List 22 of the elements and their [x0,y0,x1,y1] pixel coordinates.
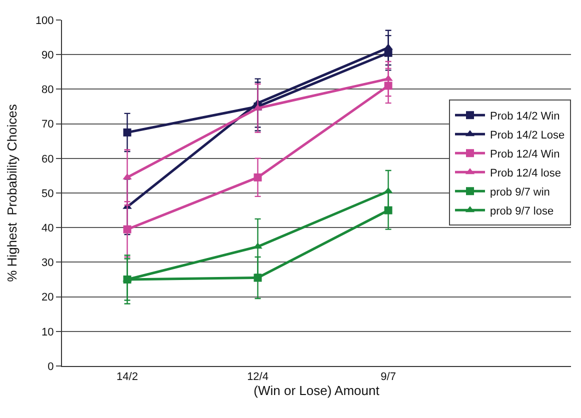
y-tick-label: 70 [42,118,54,131]
y-tick-label: 20 [42,292,54,304]
legend-label: prob 9/7 lose [490,205,554,218]
x-axis-title: (Win or Lose) Amount [254,383,380,398]
y-tick-label: 100 [35,14,54,27]
x-tick-label: 9/7 [380,371,396,384]
y-tick-label: 80 [42,84,54,96]
y-tick-label: 90 [42,49,54,62]
y-axis-title: % Highest Probability Choices [4,104,20,282]
legend-label: prob 9/7 win [490,186,550,198]
y-tick-label: 0 [48,360,54,373]
legend-label: Prob 14/2 Lose [490,129,565,142]
x-tick-label: 14/2 [116,371,138,384]
y-tick-label: 50 [42,188,54,200]
y-tick-label: 40 [42,222,54,234]
legend-label: Prob 12/4 Win [490,148,560,160]
y-tick-label: 60 [42,153,54,166]
y-tick-label: 10 [42,326,54,338]
legend-label: Prob 12/4 lose [490,167,561,180]
x-tick-label: 12/4 [247,371,268,384]
legend-label: Prob 14/2 Win [490,110,560,122]
y-tick-label: 30 [42,257,54,270]
